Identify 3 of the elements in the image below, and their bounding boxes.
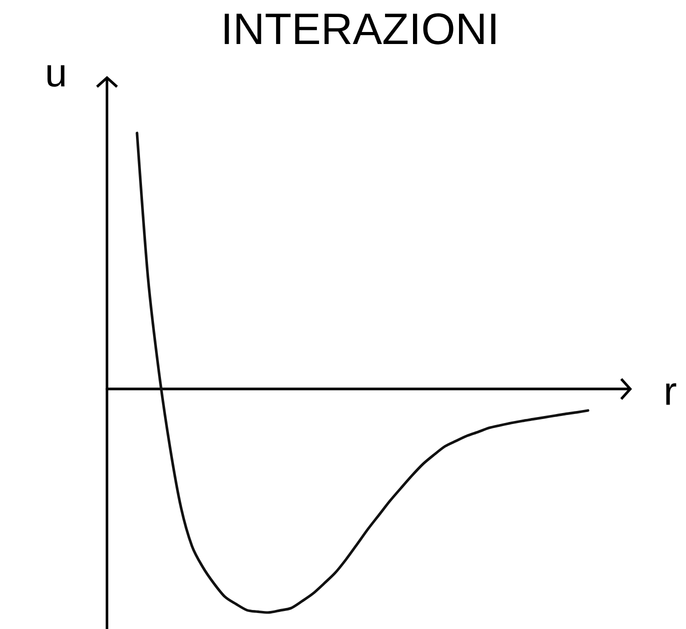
y-axis-title: u (48, 65, 64, 87)
chart-title: INTERAZIONI (224, 13, 496, 44)
x-axis-title: r (666, 383, 676, 405)
